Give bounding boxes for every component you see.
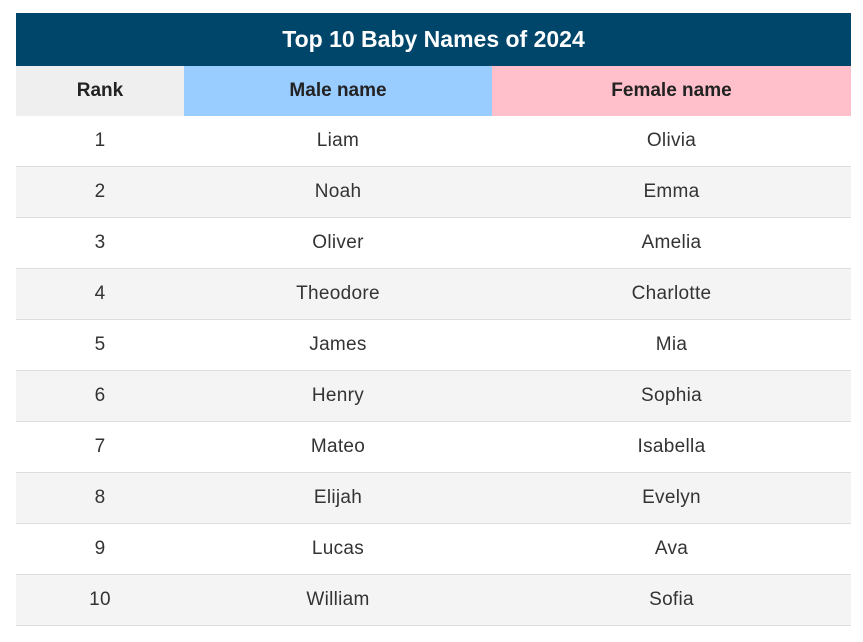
rank-cell: 1 — [94, 130, 106, 151]
male-name-cell: Elijah — [313, 487, 363, 508]
female-name-cell: Sophia — [641, 385, 702, 406]
header-row: Rank Male name Female name — [16, 66, 851, 116]
table-title: Top 10 Baby Names of 2024 — [16, 13, 851, 66]
rank-cell: 2 — [94, 181, 106, 202]
table-row: 6 Henry Sophia — [16, 371, 851, 422]
male-name-cell: Lucas — [311, 538, 365, 559]
table-body: 1 Liam Olivia 2 Noah Emma 3 Oliver Amelia 4 Theodo… — [16, 116, 851, 626]
table-row: 2 Noah Emma — [16, 167, 851, 218]
rank-cell: 6 — [94, 385, 106, 406]
table-row: 4 Theodore Charlotte — [16, 269, 851, 320]
table-row: 5 James Mia — [16, 320, 851, 371]
male-name-cell: Theodore — [296, 283, 380, 304]
table-row: 10 William Sofia — [16, 575, 851, 626]
female-name-cell: Emma — [643, 181, 700, 202]
rank-cell: 4 — [94, 283, 106, 304]
female-name-cell: Amelia — [641, 232, 702, 253]
rank-cell: 9 — [94, 538, 106, 559]
table-row: 1 Liam Olivia — [16, 116, 851, 167]
male-name-cell: William — [306, 589, 370, 610]
table-row: 8 Elijah Evelyn — [16, 473, 851, 524]
female-name-cell: Olivia — [646, 130, 697, 151]
rank-cell: 10 — [89, 589, 111, 610]
female-name-cell: Charlotte — [631, 283, 712, 304]
rank-cell: 7 — [94, 436, 106, 457]
female-name-cell: Isabella — [637, 436, 706, 457]
male-name-cell: James — [309, 334, 367, 355]
female-name-cell: Ava — [654, 538, 689, 559]
header-male-name: Male name — [184, 66, 492, 116]
male-name-cell: Liam — [316, 130, 360, 151]
female-name-cell: Mia — [655, 334, 688, 355]
rank-cell: 3 — [94, 232, 106, 253]
rank-cell: 8 — [94, 487, 106, 508]
table-row: 9 Lucas Ava — [16, 524, 851, 575]
male-name-cell: Henry — [311, 385, 365, 406]
male-name-cell: Mateo — [310, 436, 366, 457]
male-name-cell: Oliver — [312, 232, 364, 253]
table-row: 7 Mateo Isabella — [16, 422, 851, 473]
header-female-name: Female name — [492, 66, 851, 116]
table-row: 3 Oliver Amelia — [16, 218, 851, 269]
rank-cell: 5 — [94, 334, 106, 355]
header-rank: Rank — [16, 66, 184, 116]
female-name-cell: Sofia — [649, 589, 694, 610]
male-name-cell: Noah — [314, 181, 362, 202]
baby-names-table: Top 10 Baby Names of 2024 Rank Male name… — [16, 13, 851, 626]
female-name-cell: Evelyn — [642, 487, 701, 508]
